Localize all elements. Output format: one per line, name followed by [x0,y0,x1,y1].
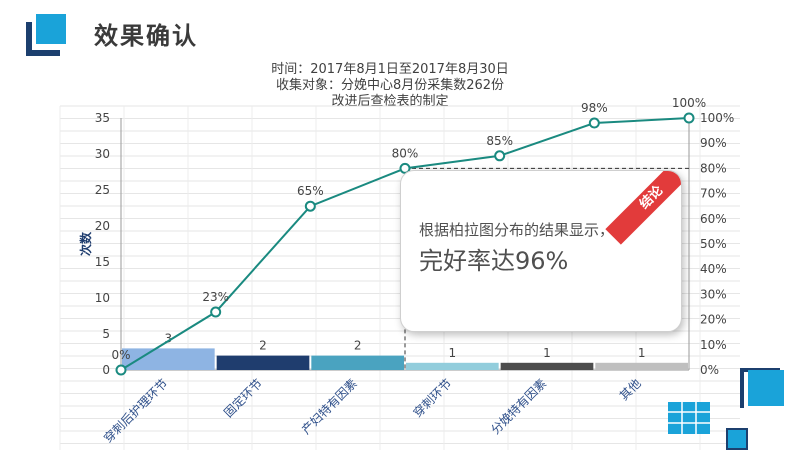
decorative-squares-icon [668,368,784,450]
cumulative-point [494,150,506,162]
y-tick-label: 0 [102,363,110,377]
conclusion-callout: 结论 根据柏拉图分布的结果显示， 完好率达96% [400,170,682,332]
bar-value-label: 2 [354,339,362,353]
y-tick-label: 35 [95,111,110,125]
y-tick-label: 5 [102,327,110,341]
cumulative-label: 0% [111,348,130,362]
bar [311,355,404,370]
cumulative-point [588,117,600,129]
y2-tick-label: 70% [700,187,727,201]
y2-tick-label: 50% [700,237,727,251]
cumulative-point [210,306,222,318]
page-title: 效果确认 [94,22,198,50]
bar-value-label: 2 [259,339,267,353]
x-tick-label: 穿刺后护理环节 [100,376,170,446]
cumulative-point [304,200,316,212]
y2-tick-label: 20% [700,313,727,327]
conclusion-badge: 结论 [605,171,681,245]
y-tick-label: 30 [95,147,110,161]
logo-icon [26,14,66,56]
y-tick-label: 20 [95,219,110,233]
subtitle-time: 时间：2017年8月1日至2017年8月30日 [271,62,509,77]
cumulative-label: 98% [581,101,608,115]
y2-tick-label: 100% [700,111,734,125]
bar [595,362,688,370]
bar [500,362,594,370]
y-tick-label: 25 [95,183,110,197]
bar [122,348,215,370]
conclusion-text: 根据柏拉图分布的结果显示， [419,221,615,239]
bar [216,355,310,370]
y2-tick-label: 60% [700,212,727,226]
cumulative-point [683,112,695,124]
bar [406,362,499,370]
y-tick-label: 15 [95,255,110,269]
cumulative-label: 23% [202,290,229,304]
bar-value-label: 1 [449,346,457,360]
subtitle-target: 收集对象：分娩中心8月份采集数262份 [275,78,505,93]
cumulative-label: 65% [297,184,324,198]
subtitle-topic: 改进后查检表的制定 [331,94,449,109]
y2-tick-label: 10% [700,338,727,352]
cumulative-label: 85% [486,134,513,148]
cumulative-label: 100% [672,96,706,110]
x-tick-label: 其他 [617,376,644,403]
y2-tick-label: 80% [700,161,727,175]
bar-value-label: 1 [543,346,551,360]
x-tick-label: 穿刺环节 [410,376,455,421]
y2-tick-label: 30% [700,287,727,301]
conclusion-highlight: 完好率达96% [419,247,569,275]
cumulative-label: 80% [392,146,419,160]
y2-tick-label: 40% [700,262,727,276]
bar-value-label: 3 [165,331,173,345]
y-axis-label: 次数 [78,231,93,256]
bar-value-label: 1 [638,346,646,360]
y-tick-label: 10 [95,291,110,305]
x-tick-label: 固定环节 [221,376,266,421]
y2-tick-label: 90% [700,136,727,150]
cumulative-point [115,364,127,376]
y2-tick-label: 0% [700,363,719,377]
